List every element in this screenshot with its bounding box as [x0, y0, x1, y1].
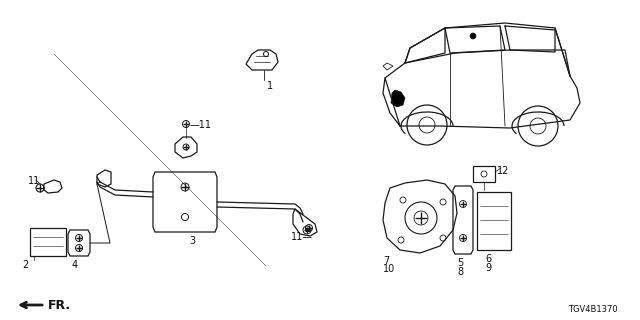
Text: 7: 7: [383, 256, 389, 266]
Text: 8: 8: [457, 267, 463, 277]
Circle shape: [470, 33, 476, 39]
Text: 10: 10: [383, 264, 396, 274]
Text: 6: 6: [485, 254, 491, 264]
Text: FR.: FR.: [48, 299, 71, 312]
Circle shape: [305, 228, 308, 231]
Text: 11—: 11—: [291, 232, 313, 242]
Text: 4: 4: [72, 260, 78, 270]
Text: 3: 3: [189, 236, 195, 246]
Text: —11: —11: [190, 120, 212, 130]
Text: 1: 1: [267, 81, 273, 91]
Polygon shape: [391, 90, 405, 107]
Text: 11: 11: [28, 176, 40, 186]
Text: 2: 2: [22, 260, 28, 270]
Text: 9: 9: [485, 263, 491, 273]
Text: 5: 5: [457, 258, 463, 268]
Text: 12: 12: [497, 166, 509, 176]
Text: TGV4B1370: TGV4B1370: [568, 305, 618, 314]
